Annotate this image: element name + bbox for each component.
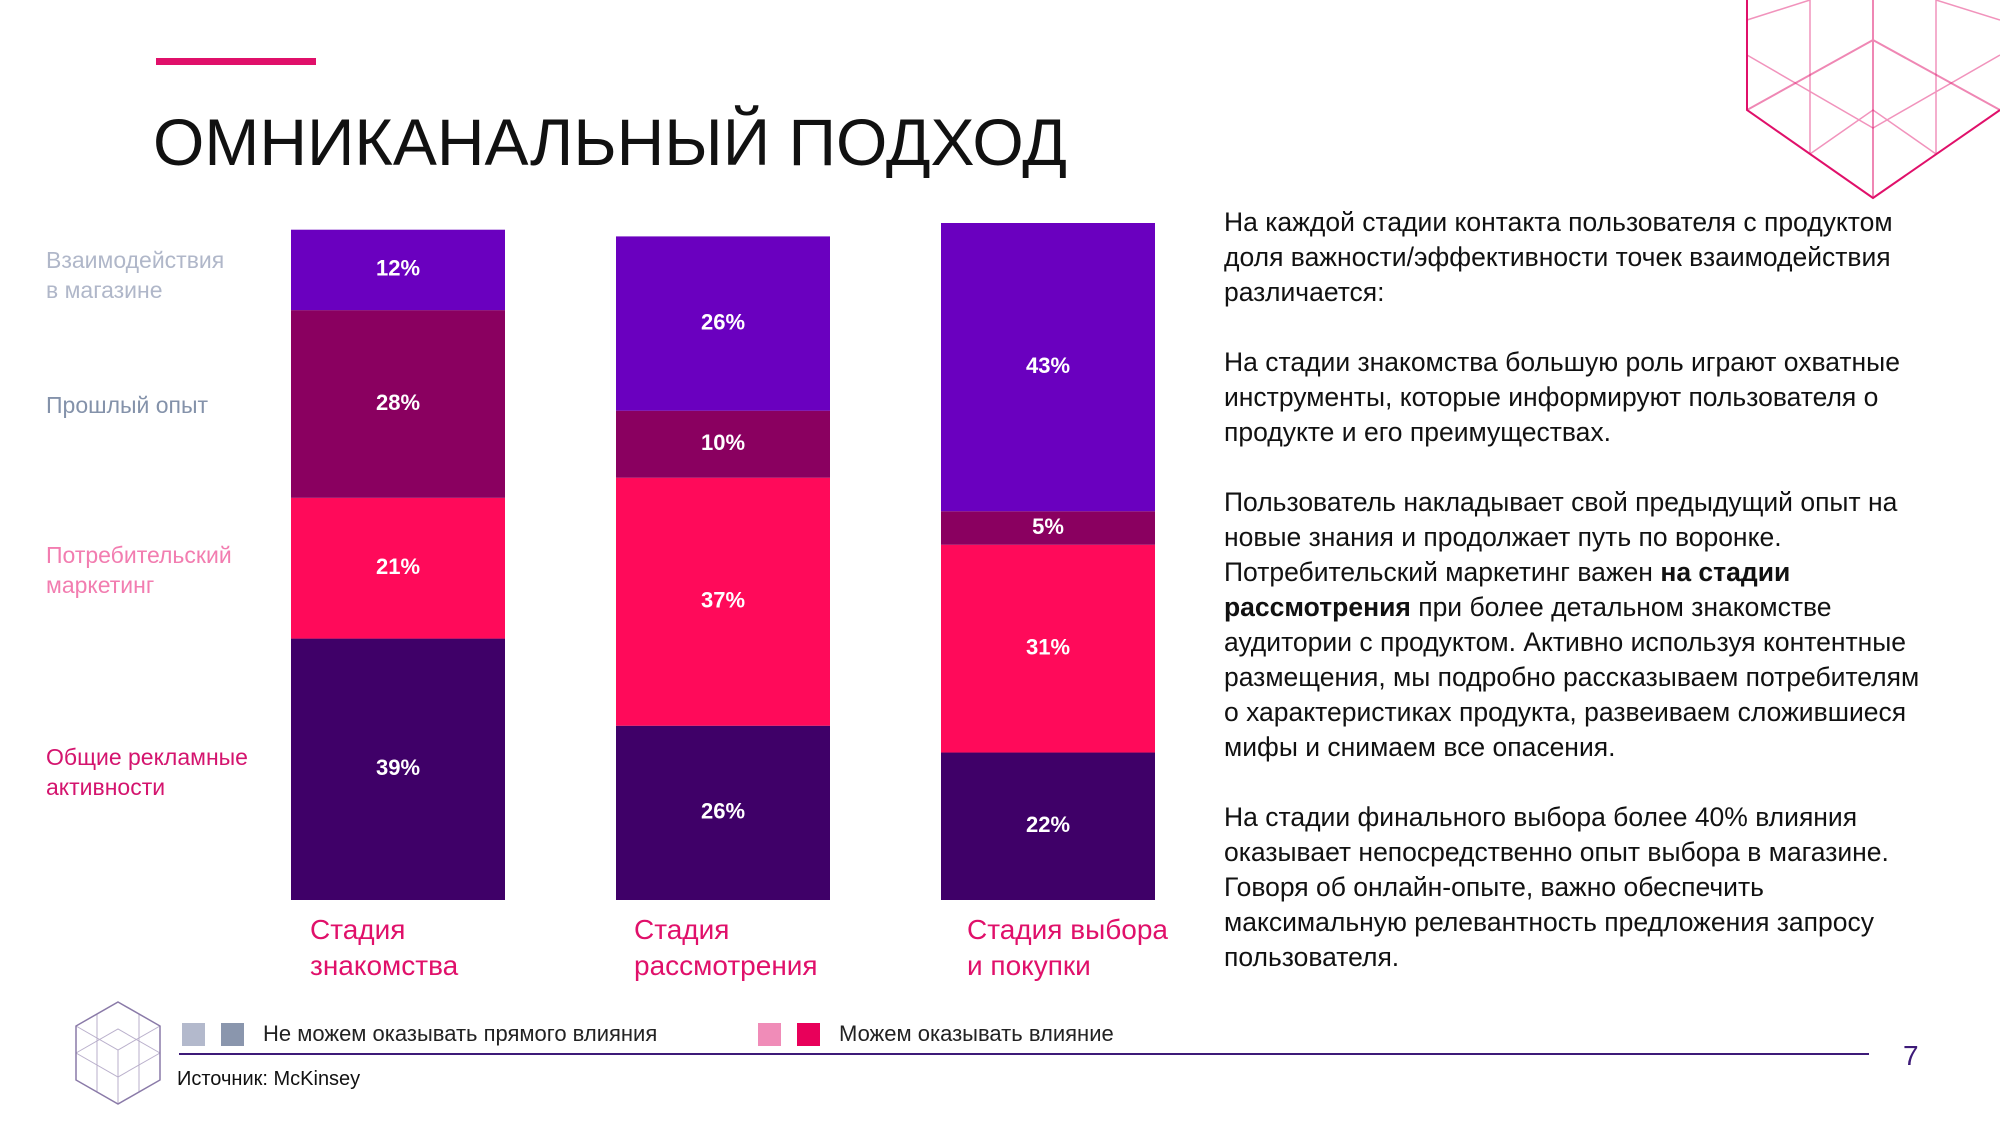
- legend-label: Общие рекламные активности: [46, 744, 248, 800]
- source: Источник: McKinsey: [177, 1068, 361, 1090]
- value-label: 26%: [701, 309, 745, 334]
- legend-swatch: [182, 1023, 205, 1046]
- paragraph: Пользователь накладывает свой предыдущий…: [1224, 485, 1924, 555]
- value-label: 12%: [376, 256, 420, 281]
- description: На каждой стадии контакта пользователя с…: [1224, 205, 1924, 1010]
- bar-segment: [291, 497, 505, 639]
- accent-bar: [156, 58, 316, 65]
- bar-segment: [291, 310, 505, 498]
- value-label: 39%: [376, 755, 420, 780]
- legend-label: Потребительский маркетинг: [46, 542, 232, 598]
- bar-segment: [616, 410, 830, 478]
- value-label: 37%: [701, 588, 745, 613]
- bar-segment: [941, 544, 1155, 753]
- bar-segment: [616, 725, 830, 900]
- bold-text: на стадии рассмотрения: [1224, 557, 1791, 622]
- bar-segment: [941, 511, 1155, 545]
- slide-title: ОМНИКАНАЛЬНЫЙ ПОДХОД: [153, 105, 1067, 179]
- text-block: На стадии финального выбора более 40% вл…: [1224, 800, 1924, 975]
- paragraph: На каждой стадии контакта пользователя с…: [1224, 205, 1924, 310]
- legend-swatch: [797, 1023, 820, 1046]
- legend-swatch: [221, 1023, 244, 1046]
- legend-text: Можем оказывать влияние: [839, 1021, 1114, 1046]
- bar-segment: [291, 229, 505, 311]
- value-label: 31%: [1026, 634, 1070, 659]
- value-label: 22%: [1026, 812, 1070, 837]
- text-block: На каждой стадии контакта пользователя с…: [1224, 205, 1924, 310]
- category-label: Стадия знакомства: [310, 914, 459, 981]
- legend-label: Прошлый опыт: [46, 392, 209, 418]
- value-label: 5%: [1032, 514, 1064, 539]
- text-run: при более детальном знакомстве аудитории…: [1224, 592, 1920, 762]
- deco-cube-top: [1746, 0, 2000, 200]
- bar-segment: [941, 223, 1155, 512]
- value-label: 43%: [1026, 353, 1070, 378]
- paragraph: Потребительский маркетинг важен на стади…: [1224, 555, 1924, 765]
- category-label: Стадия рассмотрения: [634, 914, 818, 981]
- text-run: Потребительский маркетинг важен: [1224, 557, 1661, 587]
- value-label: 21%: [376, 554, 420, 579]
- legend-swatch: [758, 1023, 781, 1046]
- paragraph: На стадии финального выбора более 40% вл…: [1224, 800, 1924, 975]
- text-run: На стадии финального выбора более 40% вл…: [1224, 802, 1889, 972]
- text-block: Пользователь накладывает свой предыдущий…: [1224, 485, 1924, 765]
- bar-segment: [941, 752, 1155, 900]
- bar-segment: [616, 236, 830, 411]
- text-run: Пользователь накладывает свой предыдущий…: [1224, 487, 1898, 552]
- value-label: 26%: [701, 799, 745, 824]
- bar-segment: [291, 638, 505, 900]
- legend-text: Не можем оказывать прямого влияния: [263, 1021, 658, 1046]
- category-label: Стадия выбора и покупки: [967, 914, 1168, 981]
- paragraph: На стадии знакомства большую роль играют…: [1224, 345, 1924, 450]
- legend-label: Взаимодействия в магазине: [46, 247, 225, 303]
- value-label: 10%: [701, 430, 745, 455]
- bar-segment: [616, 477, 830, 726]
- text-run: На стадии знакомства большую роль играют…: [1224, 347, 1900, 447]
- text-block: На стадии знакомства большую роль играют…: [1224, 345, 1924, 450]
- value-label: 28%: [376, 390, 420, 415]
- page-number: 7: [1903, 1040, 1919, 1071]
- text-run: На каждой стадии контакта пользователя с…: [1224, 207, 1893, 307]
- footer-line: [179, 1053, 1869, 1055]
- deco-cube-bottom: [75, 1001, 161, 1105]
